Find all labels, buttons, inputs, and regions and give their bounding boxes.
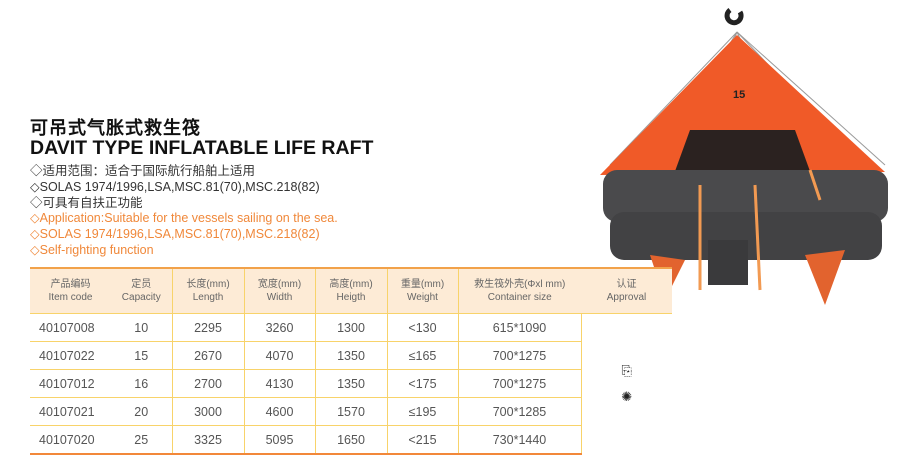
table-cell: 2700 xyxy=(171,369,244,398)
header-en: Item code xyxy=(48,292,93,303)
feature-cn: ◇SOLAS 1974/1996,LSA,MSC.81(70),MSC.218(… xyxy=(30,179,320,194)
ccs-approval-icon: ⎘ xyxy=(621,363,632,378)
table-cell: 10 xyxy=(111,313,172,342)
table-cell: 3325 xyxy=(171,425,244,455)
table-cell: 16 xyxy=(111,369,172,398)
header-en: Width xyxy=(266,292,293,303)
header-cn: 高度(mm) xyxy=(329,279,373,290)
header-cn: 救生筏外壳(Φxl mm) xyxy=(474,279,566,290)
table-cell: <175 xyxy=(386,369,458,398)
table-cell: 1350 xyxy=(314,341,387,370)
table-cell: 4130 xyxy=(243,369,315,398)
table-cell: 5095 xyxy=(243,425,315,455)
column-header: 宽度(mm) Width xyxy=(243,268,315,314)
approval-cell: ⎘ ✺ xyxy=(580,313,672,454)
table-cell: 40107008 xyxy=(30,313,111,342)
table-row: 40107021 20 3000 4600 1570 ≤195 700*1285 xyxy=(30,397,672,426)
header-cn: 重量(mm) xyxy=(400,279,445,290)
header-en: Length xyxy=(192,292,224,303)
title-chinese: 可吊式气胀式救生筏 xyxy=(30,118,201,139)
table-row: 40107020 25 3325 5095 1650 <215 730*1440 xyxy=(30,425,672,455)
spec-table: 产品编码 Item code 定员 Capacity 长度(mm) Length 宽度(mm… xyxy=(30,267,672,455)
table-cell: 40107021 xyxy=(30,397,111,426)
title-english: DAVIT TYPE INFLATABLE LIFE RAFT xyxy=(30,137,374,159)
table-row: 40107012 16 2700 4130 1350 <175 700*1275 xyxy=(30,369,672,398)
table-cell: 3260 xyxy=(243,313,315,342)
table-cell: 40107012 xyxy=(30,369,111,398)
table-cell: ≤195 xyxy=(386,397,458,426)
table-cell: <215 xyxy=(386,425,458,455)
table-row: 40107022 15 2670 4070 1350 ≤165 700*1275 xyxy=(30,341,672,370)
header-en: Approval xyxy=(606,292,647,303)
header-en: Container size xyxy=(487,292,552,303)
table-cell: 15 xyxy=(111,341,172,370)
column-header: 认证 Approval xyxy=(581,268,672,314)
column-header: 定员 Capacity xyxy=(111,268,172,314)
header-en: Weight xyxy=(407,292,438,303)
table-cell: 1570 xyxy=(314,397,387,426)
table-cell: 25 xyxy=(111,425,172,455)
table-cell: 2295 xyxy=(171,313,244,342)
column-header: 长度(mm) Length xyxy=(171,268,244,314)
table-cell: 1350 xyxy=(314,369,387,398)
table-cell: 3000 xyxy=(171,397,244,426)
table-cell: 700*1285 xyxy=(457,397,581,426)
table-cell: 2670 xyxy=(171,341,244,370)
column-header: 重量(mm) Weight xyxy=(386,268,458,314)
table-cell: 40107020 xyxy=(30,425,111,455)
column-header: 救生筏外壳(Φxl mm) Container size xyxy=(457,268,581,314)
table-cell: <130 xyxy=(386,313,458,342)
header-cn: 产品编码 xyxy=(50,279,91,290)
table-cell: 20 xyxy=(111,397,172,426)
feature-cn: ◇可具有自扶正功能 xyxy=(30,195,143,210)
table-cell: ≤165 xyxy=(386,341,458,370)
table-cell: 730*1440 xyxy=(457,425,581,455)
raft-capacity-label: 15 xyxy=(733,89,745,101)
table-cell: 1300 xyxy=(314,313,387,342)
feature-list: ◇适用范围：适合于国际航行船舶上适用 ◇SOLAS 1974/1996,LSA,… xyxy=(30,164,338,259)
life-raft-photo: 15 xyxy=(600,7,888,305)
column-header: 产品编码 Item code xyxy=(30,268,111,314)
header-en: Capacity xyxy=(121,292,161,303)
column-header: 高度(mm) Heigth xyxy=(314,268,387,314)
table-header: 产品编码 Item code 定员 Capacity 长度(mm) Length 宽度(mm… xyxy=(30,268,672,314)
table-cell: 40107022 xyxy=(30,341,111,370)
header-en: Heigth xyxy=(336,292,366,303)
feature-en: ◇Application:Suitable for the vessels sa… xyxy=(30,211,338,226)
wheel-approval-icon: ✺ xyxy=(621,389,633,404)
table-row: 40107008 10 2295 3260 1300 <130 615*1090 ⎘ ✺ xyxy=(30,313,672,454)
table-cell: 4070 xyxy=(243,341,315,370)
table-cell: 700*1275 xyxy=(457,341,581,370)
table-cell: 700*1275 xyxy=(457,369,581,398)
table-cell: 1650 xyxy=(314,425,387,455)
header-cn: 定员 xyxy=(131,279,152,290)
feature-en: ◇Self-righting function xyxy=(30,242,154,257)
header-cn: 长度(mm) xyxy=(186,279,230,290)
hook-icon xyxy=(724,7,744,26)
header-cn: 宽度(mm) xyxy=(257,279,302,290)
feature-en: ◇SOLAS 1974/1996,LSA,MSC.81(70),MSC.218(… xyxy=(30,227,320,242)
feature-cn: ◇适用范围：适合于国际航行船舶上适用 xyxy=(30,164,256,178)
header-cn: 认证 xyxy=(616,279,637,290)
table-cell: 615*1090 xyxy=(457,313,581,342)
table-cell: 4600 xyxy=(243,397,315,426)
